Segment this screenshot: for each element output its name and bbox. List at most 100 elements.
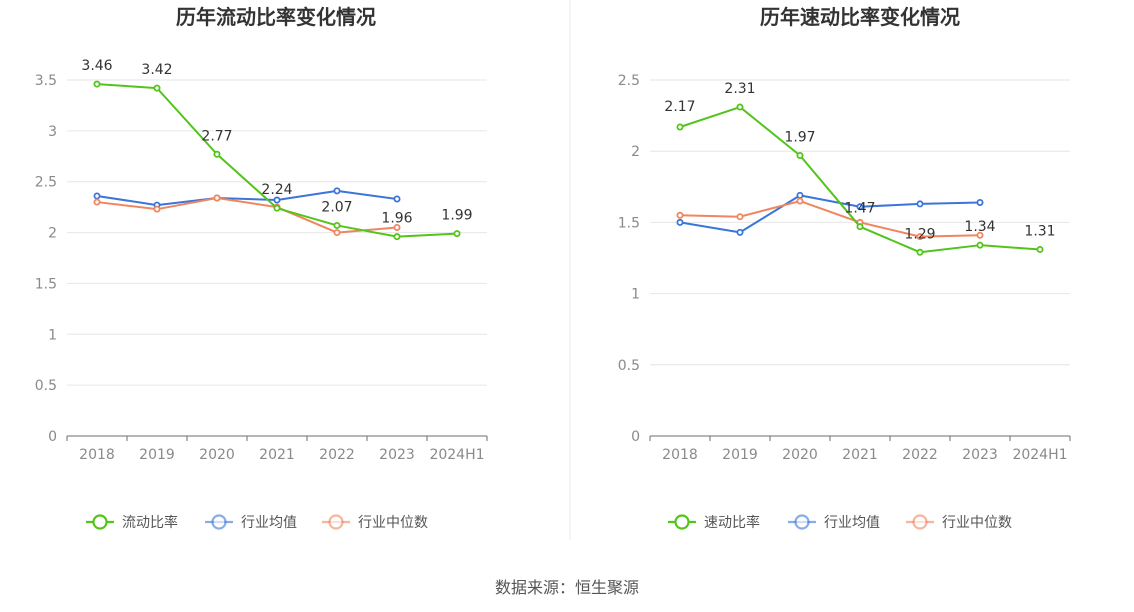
x-tick-label: 2019: [722, 447, 758, 463]
data-label: 2.07: [321, 199, 352, 215]
series-point-3: [976, 231, 984, 239]
y-tick-label: 0: [631, 429, 640, 445]
series-point-2: [736, 228, 744, 236]
chart-1: 历年流动比率变化情况 0 0.5 1 1.5 2 2.5 3 3.5 2018 2019 2020 20…: [35, 5, 488, 531]
legend-label: 速动比率: [704, 514, 760, 531]
legend-label: 行业中位数: [942, 515, 1012, 531]
series-point-1: [333, 221, 341, 229]
series-point-2: [976, 198, 984, 206]
x-tick-label: 2023: [962, 447, 998, 463]
data-label: 2.24: [261, 182, 292, 198]
legend-marker: [328, 514, 344, 530]
series-point-3: [93, 198, 101, 206]
legend-marker: [674, 514, 690, 530]
legend-item-1: 流动比率: [86, 514, 178, 531]
x-tick-label: 2019: [139, 447, 175, 463]
series-point-1: [916, 248, 924, 256]
data-label: 2.77: [201, 128, 232, 144]
series-line-2: [679, 194, 981, 234]
y-tick-label: 0.5: [618, 358, 640, 374]
series-point-1: [856, 223, 864, 231]
x-tick-label: 2020: [199, 447, 235, 463]
legend-marker: [211, 514, 227, 530]
legend-marker: [92, 514, 108, 530]
data-label: 3.46: [81, 58, 112, 74]
series-point-3: [153, 205, 161, 213]
chart-title: 历年速动比率变化情况: [760, 5, 960, 29]
data-label: 2.31: [724, 81, 755, 97]
chart-title: 历年流动比率变化情况: [176, 5, 376, 29]
series-point-1: [976, 241, 984, 249]
data-label: 1.31: [1024, 223, 1055, 239]
legend-label: 行业均值: [824, 515, 880, 531]
legend-marker: [794, 514, 810, 530]
x-tick-label: 2021: [259, 447, 295, 463]
series-point-1: [1036, 245, 1044, 253]
series-point-3: [333, 229, 341, 237]
y-tick-label: 2.5: [35, 175, 57, 191]
y-tick-label: 3.5: [35, 73, 57, 89]
series-point-1: [796, 151, 804, 159]
series-line-3: [96, 196, 398, 234]
y-tick-label: 3: [48, 124, 57, 140]
legend-item-2: 行业均值: [205, 514, 297, 531]
legend-label: 流动比率: [122, 514, 178, 531]
x-tick-label: 2021: [842, 447, 878, 463]
x-tick-label: 2018: [662, 447, 698, 463]
series-point-2: [333, 187, 341, 195]
data-label: 1.47: [844, 201, 875, 217]
series-point-1: [676, 123, 684, 131]
data-source-note: 数据来源：恒生聚源: [494, 578, 639, 597]
series-point-3: [916, 233, 924, 241]
data-label: 1.99: [441, 208, 472, 224]
x-tick-label: 2018: [79, 447, 115, 463]
series-point-1: [93, 80, 101, 88]
data-label: 1.29: [904, 226, 935, 242]
series-point-3: [796, 197, 804, 205]
legend-item-1: 速动比率: [668, 514, 760, 531]
data-label: 3.42: [141, 62, 172, 78]
legend-label: 行业均值: [241, 515, 297, 531]
data-label: 1.34: [964, 219, 995, 235]
series-point-1: [213, 150, 221, 158]
series-point-2: [93, 192, 101, 200]
chart-2: 历年速动比率变化情况 0 0.5 1 1.5 2 2.5 2018 2019 2020 2021 20…: [618, 5, 1071, 531]
series-point-2: [796, 191, 804, 199]
y-tick-label: 2: [631, 144, 640, 160]
series-line-3: [679, 200, 981, 238]
series-point-1: [393, 233, 401, 241]
x-tick-label: 2024H1: [1012, 447, 1067, 463]
series-point-2: [916, 200, 924, 208]
series-line-2: [96, 189, 398, 207]
data-label: 1.96: [381, 211, 412, 227]
series-point-3: [676, 211, 684, 219]
legend-label: 行业中位数: [358, 515, 428, 531]
series-point-2: [273, 196, 281, 204]
series-point-1: [153, 84, 161, 92]
series-point-3: [393, 223, 401, 231]
x-tick-label: 2020: [782, 447, 818, 463]
legend-marker: [912, 514, 928, 530]
series-point-2: [856, 203, 864, 211]
data-label: 1.97: [784, 129, 815, 145]
series-point-1: [736, 103, 744, 111]
y-tick-label: 1.5: [618, 215, 640, 231]
series-point-2: [393, 195, 401, 203]
series-point-3: [213, 194, 221, 202]
x-tick-label: 2022: [319, 447, 355, 463]
y-tick-label: 0.5: [35, 378, 57, 394]
y-tick-label: 2.5: [618, 73, 640, 89]
series-point-1: [453, 230, 461, 238]
x-tick-label: 2024H1: [429, 447, 484, 463]
x-tick-label: 2022: [902, 447, 938, 463]
x-tick-label: 2023: [379, 447, 415, 463]
series-point-1: [273, 204, 281, 212]
legend-item-2: 行业均值: [788, 514, 880, 531]
y-tick-label: 0: [48, 429, 57, 445]
series-point-3: [736, 213, 744, 221]
y-tick-label: 2: [48, 226, 57, 242]
legend-item-3: 行业中位数: [906, 514, 1012, 531]
y-tick-label: 1: [631, 287, 640, 303]
series-point-2: [676, 218, 684, 226]
